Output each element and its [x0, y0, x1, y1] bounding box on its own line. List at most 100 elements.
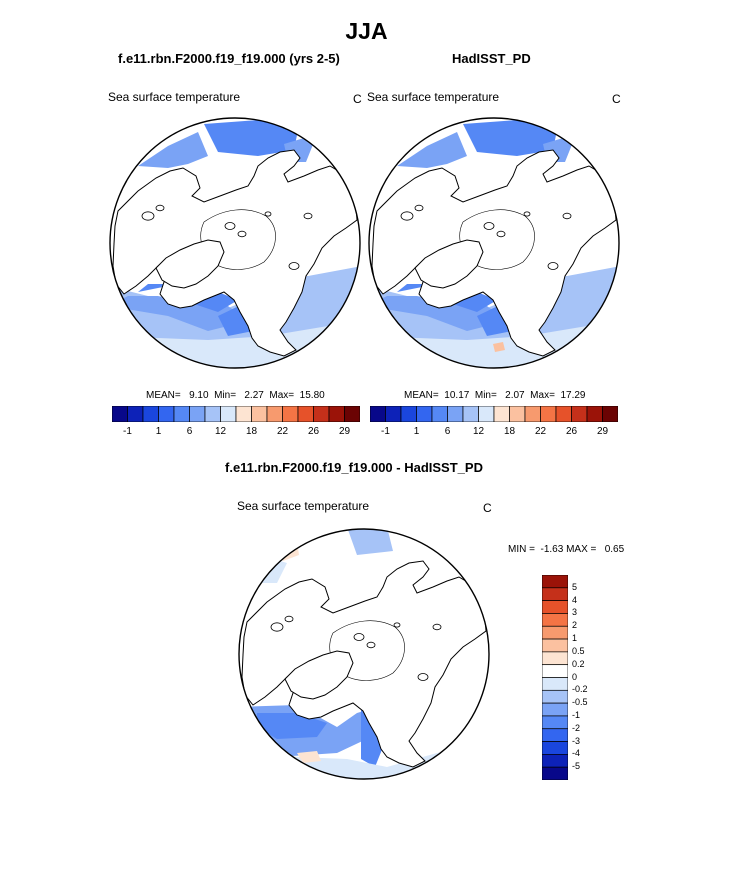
- colorbar-tick-label: 12: [214, 426, 227, 437]
- colorbar-swatch: [542, 638, 568, 653]
- panel-3-stats: MIN = -1.63 MAX = 0.65: [508, 544, 625, 555]
- colorbar-tick-label: 26: [565, 426, 578, 437]
- colorbar-swatch: [189, 406, 206, 422]
- colorbar-tick-label: 29: [338, 426, 351, 437]
- colorbar-swatch: [602, 406, 618, 422]
- colorbar-swatch: [542, 600, 568, 614]
- colorbar-swatch: [127, 406, 144, 422]
- colorbar-tick-label: 2: [572, 620, 578, 631]
- panel-1-colorbar-labels: -1 1 6 12 18 22 26 29: [112, 426, 360, 440]
- colorbar-tick-label: 0: [572, 671, 578, 682]
- colorbar-swatch: [385, 406, 402, 422]
- colorbar-tick-label: -4: [572, 748, 581, 759]
- colorbar-tick-label: -0.5: [572, 697, 588, 708]
- colorbar-swatch: [462, 406, 479, 422]
- colorbar-swatch: [173, 406, 190, 422]
- colorbar-tick-label: 12: [472, 426, 485, 437]
- panel-3-polar-map: [238, 528, 490, 780]
- panel-3-colorbar-labels: 5 4 3 2 1 0.5 0.2 0 -0.2 -0.5 -1 -2 -3 -4 -5: [572, 575, 612, 780]
- colorbar-swatch: [540, 406, 557, 422]
- colorbar-tick-label: -2: [572, 722, 581, 733]
- colorbar-swatch: [555, 406, 572, 422]
- colorbar-tick-label: 0.2: [572, 658, 585, 669]
- colorbar-swatch: [542, 575, 568, 589]
- colorbar-swatch: [112, 406, 128, 422]
- colorbar-swatch: [542, 677, 568, 691]
- colorbar-tick-label: -0.2: [572, 684, 588, 695]
- panel-2-polar-map: [368, 117, 620, 369]
- colorbar-swatch: [524, 406, 541, 422]
- colorbar-tick-label: 6: [186, 426, 193, 437]
- colorbar-swatch: [542, 702, 568, 717]
- colorbar-swatch: [542, 625, 568, 640]
- colorbar-swatch: [542, 613, 568, 627]
- colorbar-swatch: [586, 406, 603, 422]
- colorbar-swatch: [158, 406, 175, 422]
- colorbar-swatch: [251, 406, 268, 422]
- colorbar-swatch: [370, 406, 386, 422]
- colorbar-swatch: [542, 587, 568, 601]
- colorbar-swatch: [478, 406, 495, 422]
- colorbar-swatch: [400, 406, 417, 422]
- colorbar-swatch: [431, 406, 448, 422]
- colorbar-swatch: [328, 406, 345, 422]
- colorbar-tick-label: 1: [155, 426, 162, 437]
- colorbar-swatch: [142, 406, 159, 422]
- panel-2-units-label: C: [612, 92, 621, 106]
- colorbar-tick-label: 4: [572, 594, 578, 605]
- colorbar-tick-label: 0.5: [572, 645, 585, 656]
- panel-1-colorbar: [112, 406, 360, 422]
- colorbar-tick-label: 1: [413, 426, 420, 437]
- colorbar-swatch: [344, 406, 360, 422]
- colorbar-swatch: [542, 651, 568, 666]
- colorbar-swatch: [493, 406, 510, 422]
- colorbar-swatch: [313, 406, 330, 422]
- colorbar-tick-label: 6: [444, 426, 451, 437]
- main-title: JJA: [345, 18, 388, 44]
- colorbar-swatch: [542, 664, 568, 678]
- colorbar-swatch: [282, 406, 299, 422]
- colorbar-swatch: [416, 406, 433, 422]
- panel-2-colorbar-labels: -1 1 6 12 18 22 26 29: [370, 426, 618, 440]
- colorbar-swatch: [542, 689, 568, 704]
- colorbar-swatch: [266, 406, 283, 422]
- colorbar-swatch: [571, 406, 588, 422]
- panel-3-variable-label: Sea surface temperature: [237, 499, 370, 513]
- panel-2-title: HadISST_PD: [452, 51, 531, 66]
- colorbar-tick-label: 3: [572, 607, 578, 618]
- colorbar-tick-label: 22: [276, 426, 289, 437]
- colorbar-swatch: [542, 728, 568, 742]
- panel-2-colorbar: [370, 406, 618, 422]
- colorbar-swatch: [204, 406, 221, 422]
- panel-1-units-label: C: [353, 92, 362, 106]
- colorbar-swatch: [542, 754, 568, 768]
- panel-2-stats: MEAN= 10.17 Min= 2.07 Max= 17.29: [404, 390, 586, 401]
- panel-1-variable-label: Sea surface temperature: [108, 90, 241, 104]
- colorbar-tick-label: -1: [381, 426, 390, 437]
- colorbar-swatch: [542, 715, 568, 730]
- panel-3-title: f.e11.rbn.F2000.f19_f19.000 - HadISST_PD: [225, 460, 483, 475]
- colorbar-tick-label: 18: [503, 426, 516, 437]
- colorbar-tick-label: 22: [534, 426, 547, 437]
- colorbar-tick-label: -5: [572, 761, 581, 772]
- colorbar-tick-label: 1: [572, 633, 578, 644]
- panel-3-colorbar: [542, 575, 568, 780]
- colorbar-tick-label: -3: [572, 735, 581, 746]
- colorbar-swatch: [297, 406, 314, 422]
- panel-3-units-label: C: [483, 501, 492, 515]
- colorbar-tick-label: 29: [596, 426, 609, 437]
- colorbar-tick-label: 18: [245, 426, 258, 437]
- colorbar-swatch: [542, 766, 568, 780]
- colorbar-tick-label: -1: [123, 426, 132, 437]
- panel-1-polar-map: [109, 117, 361, 369]
- panel-1-stats: MEAN= 9.10 Min= 2.27 Max= 15.80: [146, 390, 325, 401]
- colorbar-tick-label: 26: [307, 426, 320, 437]
- colorbar-swatch: [220, 406, 237, 422]
- colorbar-swatch: [235, 406, 252, 422]
- colorbar-tick-label: -1: [572, 709, 581, 720]
- colorbar-swatch: [509, 406, 526, 422]
- colorbar-tick-label: 5: [572, 581, 578, 592]
- panel-1-title: f.e11.rbn.F2000.f19_f19.000 (yrs 2-5): [118, 51, 340, 66]
- colorbar-swatch: [542, 741, 568, 755]
- colorbar-swatch: [447, 406, 464, 422]
